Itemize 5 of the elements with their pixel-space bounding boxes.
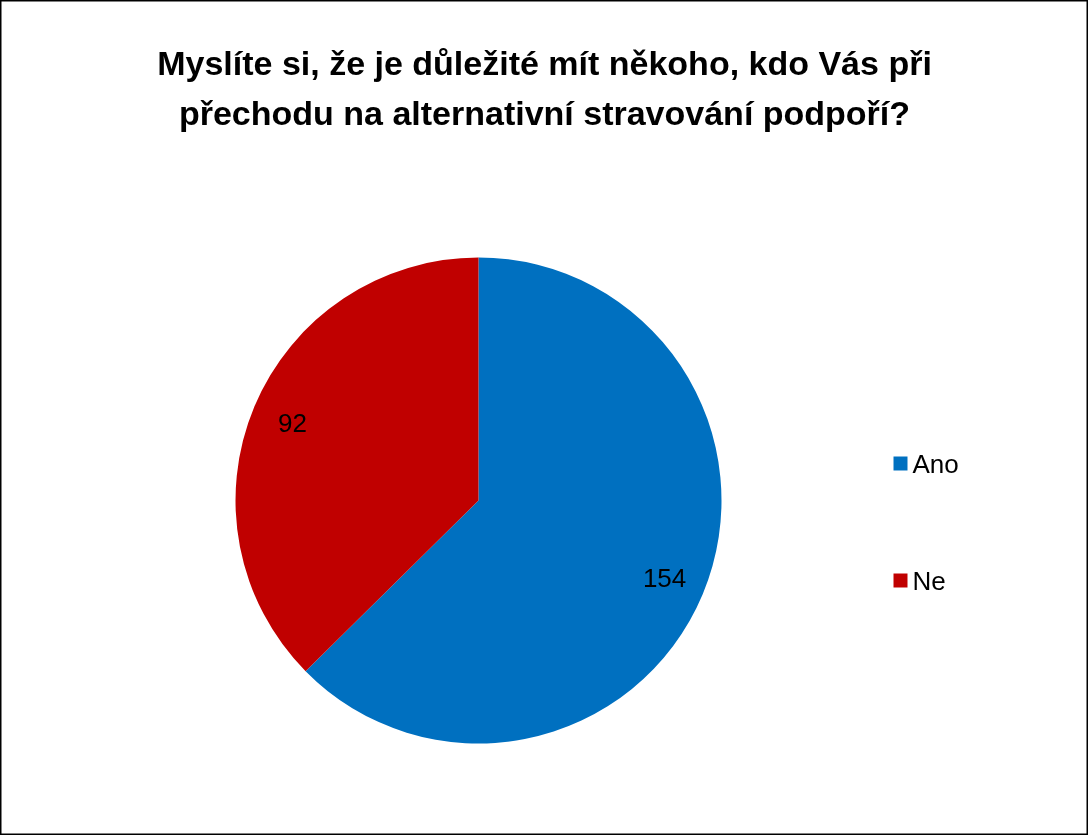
legend-label: Ne (912, 565, 946, 596)
chart-title: Myslíte si, že je důležité mít někoho, kdo Vás při přechodu na alternativní stravování podpoří? (157, 43, 932, 132)
data-label: 154 (642, 563, 687, 594)
legend-label: Ano (912, 448, 959, 479)
data-label: 92 (277, 407, 307, 438)
